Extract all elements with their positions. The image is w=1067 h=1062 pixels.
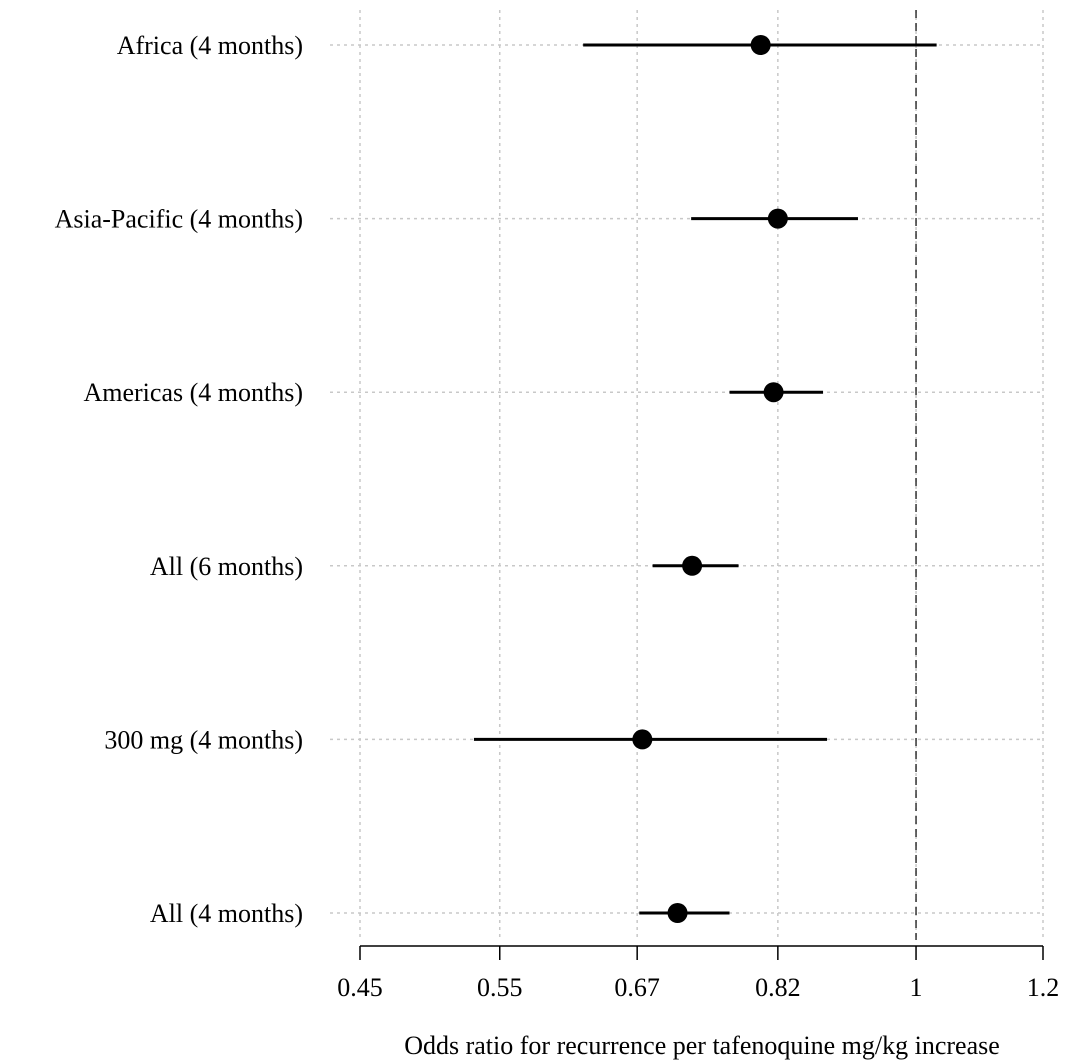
- point-estimate: [682, 555, 703, 576]
- row-label: Africa (4 months): [117, 31, 303, 60]
- row-label: Asia-Pacific (4 months): [55, 205, 303, 234]
- x-tick-label: 1: [910, 973, 923, 1002]
- row-label: 300 mg (4 months): [104, 725, 303, 754]
- point-estimate: [632, 729, 653, 750]
- grid-layer: [330, 10, 1044, 940]
- point-estimate: [763, 382, 784, 403]
- x-axis-title: Odds ratio for recurrence per tafenoquin…: [404, 1031, 1000, 1060]
- x-tick-label: 0.67: [614, 973, 660, 1002]
- x-tick-label: 0.82: [755, 973, 801, 1002]
- row-label: Americas (4 months): [83, 378, 303, 407]
- rows-layer: Africa (4 months) Asia-Pacific (4 months)…: [55, 31, 937, 928]
- point-estimate: [750, 35, 771, 55]
- row-label: All (6 months): [150, 552, 303, 581]
- x-axis: 0.45 0.55 0.67 0.82 1 1.2: [337, 945, 1060, 1002]
- x-tick-label: 1.2: [1027, 973, 1060, 1002]
- x-tick-label: 0.55: [477, 973, 523, 1002]
- point-estimate: [667, 903, 688, 923]
- row-label: All (4 months): [150, 899, 303, 928]
- x-tick-label: 0.45: [337, 973, 383, 1002]
- point-estimate: [767, 208, 788, 229]
